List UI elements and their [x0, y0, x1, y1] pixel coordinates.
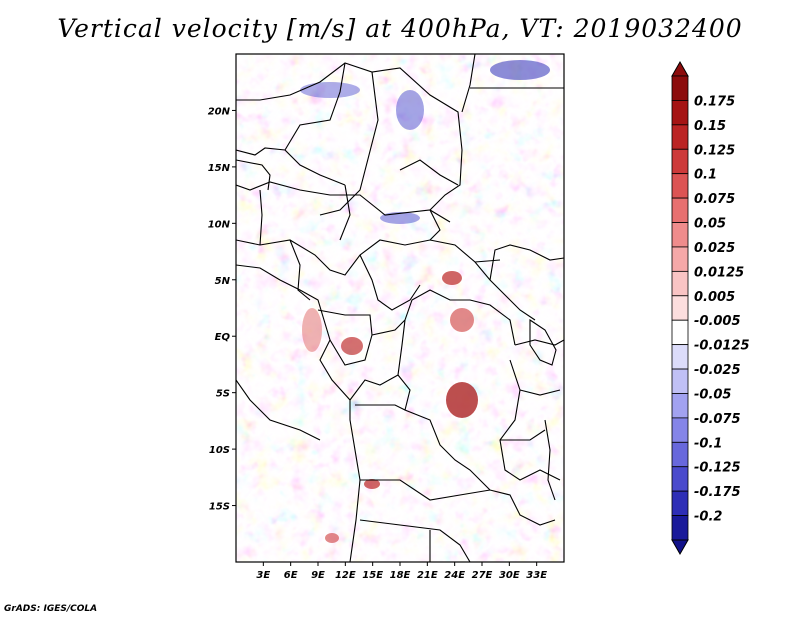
x-tick-label: 27E: [472, 570, 493, 581]
plot-area: [235, 53, 565, 563]
colorbar-label: 0.005: [694, 290, 735, 305]
colorbar-segment: [671, 246, 689, 272]
colorbar: 0.175 0.15 0.125 0.1 0.075 0.05 0.025 0.0125 0.0…: [671, 60, 750, 556]
colorbar-top-arrow: [671, 60, 689, 77]
country-borders: [236, 54, 564, 562]
y-axis-ticks: 20N 15N 10N 5N EQ 5S 10S 15S: [208, 106, 236, 513]
colorbar-label: 0.05: [694, 217, 726, 232]
y-tick-label: 20N: [208, 106, 231, 117]
x-tick-label: 6E: [284, 570, 298, 581]
colorbar-label: -0.125: [694, 461, 741, 476]
x-tick-label: 12E: [335, 570, 356, 581]
colorbar-segment: [671, 490, 689, 516]
colorbar-segment: [671, 270, 689, 297]
y-tick-label: EQ: [215, 332, 231, 343]
colorbar-label: -0.1: [694, 436, 722, 451]
colorbar-segment: [671, 441, 689, 468]
colorbar-segment: [671, 148, 689, 175]
y-tick-label: 15S: [209, 502, 230, 513]
y-tick-label: 10S: [209, 445, 230, 456]
x-tick-label: 9E: [311, 570, 325, 581]
x-tick-label: 3E: [256, 570, 270, 581]
x-tick-label: 33E: [526, 570, 547, 581]
y-tick-label: 5N: [215, 276, 231, 287]
colorbar-segment: [671, 75, 689, 101]
y-tick-label: 15N: [208, 163, 231, 174]
colorbar-label: 0.125: [694, 143, 735, 158]
colorbar-segment: [671, 197, 689, 223]
colorbar-label: 0.15: [694, 119, 726, 134]
colorbar-label: -0.0125: [694, 339, 750, 354]
colorbar-segment: [671, 100, 689, 126]
colorbar-label: 0.175: [694, 94, 735, 109]
colorbar-segment: [671, 222, 689, 248]
strong-updraft-patches: [302, 271, 478, 543]
colorbar-label: 0.0125: [694, 265, 744, 280]
colorbar-label: 0.1: [694, 168, 717, 183]
colorbar-segment: [671, 295, 689, 321]
colorbar-label: -0.2: [694, 510, 722, 525]
colorbar-segment: [671, 368, 689, 394]
colorbar-segment: [671, 417, 689, 443]
colorbar-segment: [671, 393, 689, 419]
x-axis-ticks: 3E 6E 9E 12E 15E 18E 21E 24E 27E 30E 33E: [256, 562, 547, 581]
colorbar-label: -0.075: [694, 412, 741, 427]
velocity-field: [236, 54, 564, 562]
colorbar-label: -0.005: [694, 314, 741, 329]
colorbar-segment: [671, 466, 689, 492]
colorbar-label: -0.05: [694, 387, 731, 402]
y-tick-label: 5S: [216, 389, 230, 400]
colorbar-label: 0.025: [694, 241, 735, 256]
colorbar-bottom-arrow: [671, 539, 689, 556]
colorbar-label: 0.075: [694, 192, 735, 207]
grads-credit: GrADS: IGES/COLA: [4, 604, 98, 614]
x-tick-label: 24E: [444, 570, 465, 581]
colorbar-segment: [671, 124, 689, 150]
x-tick-label: 15E: [362, 570, 383, 581]
colorbar-segment: [671, 319, 689, 346]
colorbar-segment: [671, 515, 689, 541]
colorbar-segment: [671, 344, 689, 370]
strong-downdraft-patches: [300, 60, 550, 224]
colorbar-label: -0.025: [694, 363, 741, 378]
x-tick-label: 21E: [417, 570, 438, 581]
colorbar-segment: [671, 173, 689, 199]
x-tick-label: 30E: [499, 570, 520, 581]
map-title: Vertical velocity [m/s] at 400hPa, VT: 2…: [57, 14, 743, 43]
x-tick-label: 18E: [390, 570, 411, 581]
y-tick-label: 10N: [208, 219, 231, 230]
colorbar-label: -0.175: [694, 485, 741, 500]
